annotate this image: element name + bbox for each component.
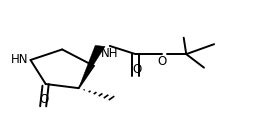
Polygon shape: [79, 45, 105, 88]
Text: HN: HN: [10, 53, 28, 66]
Text: O: O: [157, 55, 167, 68]
Text: O: O: [132, 63, 142, 76]
Text: O: O: [40, 93, 49, 106]
Text: NH: NH: [101, 47, 119, 60]
